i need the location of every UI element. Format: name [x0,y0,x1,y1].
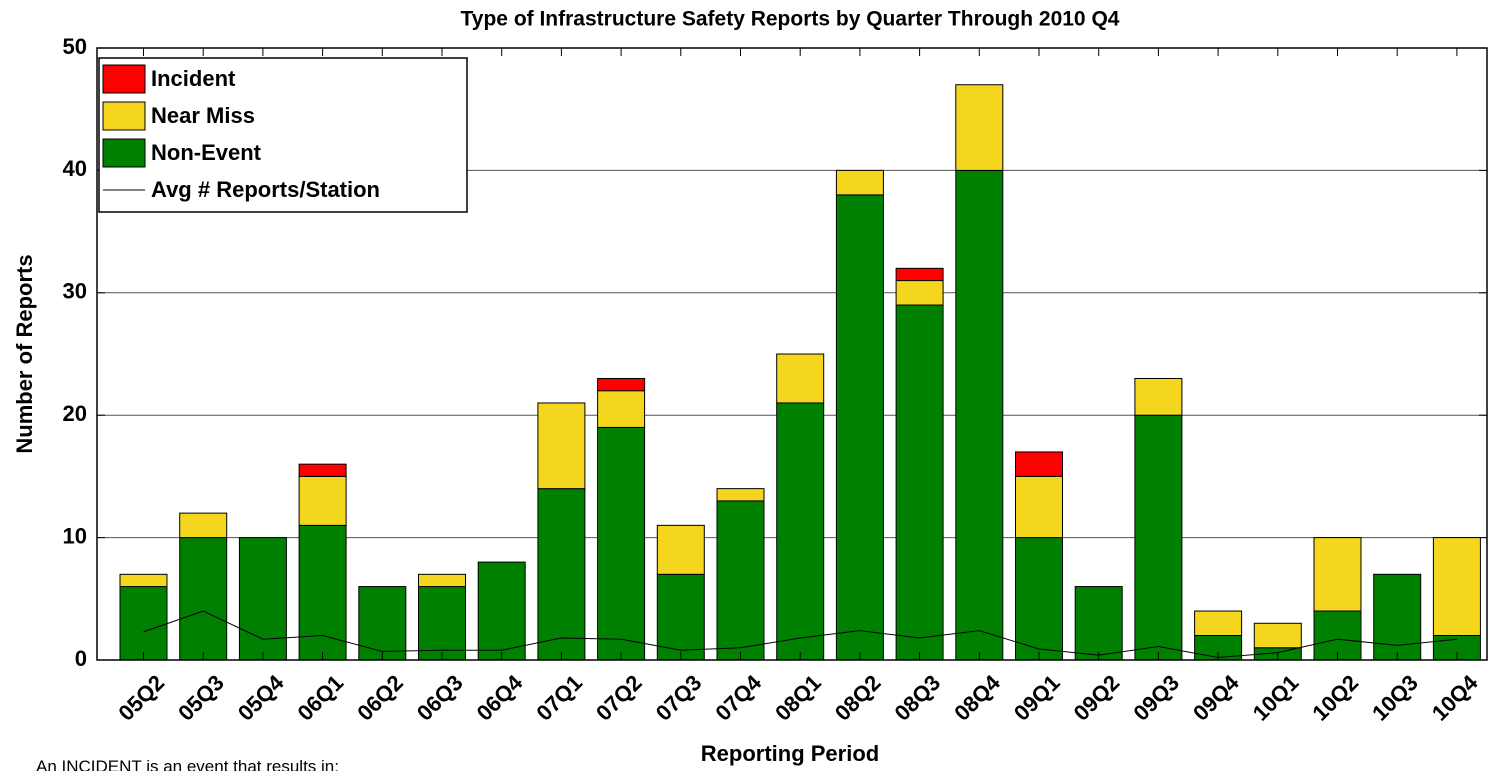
bar-segment [477,561,526,661]
legend-label: Near Miss [151,103,255,128]
x-tick-label: 08Q1 [770,670,826,726]
bar-segment [238,537,287,661]
bar-segment [895,304,944,661]
x-tick-label: 10Q1 [1248,670,1304,726]
x-tick-label: 06Q1 [293,670,349,726]
y-tick-label: 0 [75,646,87,671]
x-tick-label: 09Q1 [1009,670,1065,726]
bar-segment [298,475,347,526]
x-tick-label: 05Q3 [173,670,229,726]
bar-segment [895,267,944,282]
x-tick-label: 06Q3 [412,670,468,726]
bar-segment [1074,586,1123,661]
x-tick-label: 10Q3 [1367,670,1423,726]
bar-segment [418,586,466,661]
bar-segment [1134,414,1183,661]
line-series [143,610,1457,659]
legend-label: Avg # Reports/Station [151,177,380,202]
bar-segment [895,280,944,306]
bar-segment [597,390,646,428]
bar-segment [597,377,646,392]
bar-segment [1194,610,1243,637]
bar-segment [1432,537,1481,637]
bar-segment [776,402,825,661]
x-tick-label: 10Q2 [1307,670,1363,726]
bar-segment [1015,537,1063,661]
legend-swatch [102,101,146,131]
bar-segment [537,402,586,490]
bar-segment [1015,475,1063,539]
bar-segment [835,169,884,196]
x-tick-label: 10Q4 [1427,669,1483,725]
bar-segment [179,537,228,661]
bar-segment [835,194,884,661]
bar-segment [716,500,765,661]
x-tick-label: 07Q1 [531,670,587,726]
bar-segment [1313,610,1362,661]
bar-segment [1373,573,1422,661]
bar-segment [119,573,168,588]
y-tick-label: 20 [63,401,87,426]
x-axis-label: Reporting Period [701,741,879,766]
x-tick-label: 08Q3 [890,670,946,726]
note: An INCIDENT is an event that results in: [36,757,339,771]
x-tick-label: 05Q2 [113,670,169,726]
x-tick-label: 09Q2 [1069,670,1125,726]
y-axis-label: Number of Reports [12,254,37,453]
x-tick-label: 05Q4 [233,669,289,725]
legend-swatch [102,138,146,168]
y-tick-label: 10 [63,523,87,548]
x-tick-label: 06Q2 [352,670,408,726]
bar-segment [656,524,705,575]
legend-box [98,57,468,213]
bar-segment [537,488,586,661]
legend-label: Incident [151,66,236,91]
bar-segment [119,586,168,661]
x-tick-label: 07Q2 [591,670,647,726]
bar-segment [1015,451,1063,477]
plot-frame [96,47,1488,661]
bar-segment [298,463,347,477]
y-tick-label: 30 [63,279,87,304]
x-tick-label: 08Q2 [830,670,886,726]
x-tick-label: 09Q4 [1188,669,1244,725]
x-tick-label: 07Q4 [710,669,766,725]
bar-segment [179,512,228,539]
x-tick-label: 09Q3 [1128,670,1184,726]
x-tick-label: 07Q3 [651,670,707,726]
y-tick-label: 50 [63,34,87,59]
bar-segment [597,426,646,661]
bar-segment [1253,622,1302,649]
bar-segment [418,573,466,588]
bar-segment [1313,537,1362,612]
bar-segment [955,84,1004,171]
y-tick-label: 40 [63,156,87,181]
bar-segment [358,586,407,661]
bar-segment [716,488,765,502]
bar-segment [776,353,825,404]
x-tick-label: 08Q4 [949,669,1005,725]
bar-segment [955,169,1004,661]
bar-segment [1134,377,1183,416]
legend-swatch [102,64,146,94]
x-tick-label: 06Q4 [472,669,528,725]
legend-label: Non-Event [151,140,262,165]
chart-title: Type of Infrastructure Safety Reports by… [461,8,1120,31]
